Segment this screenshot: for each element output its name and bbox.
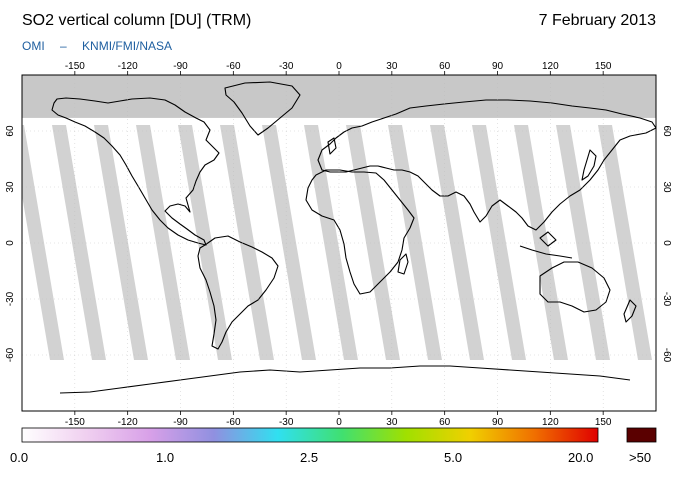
lon-tick-label: 150 [595, 61, 612, 72]
coast-south-america [197, 235, 279, 350]
lat-tick-label: -30 [5, 291, 16, 306]
orbit-swath [136, 125, 190, 360]
lat-tick-label: -60 [5, 347, 16, 362]
orbit-swath [262, 125, 316, 360]
longitude-ticks-top: -150 -120 -90 -60 -30 0 30 60 90 120 150 [65, 61, 612, 75]
lat-tick-label: 30 [5, 181, 16, 193]
lat-tick-label: -60 [661, 348, 672, 363]
orbit-swath [556, 125, 610, 360]
colorbar-label: 20.0 [568, 450, 594, 465]
lon-tick-label: -90 [173, 61, 188, 72]
orbit-swaths [22, 125, 652, 360]
lat-lon-grid [22, 75, 656, 411]
colorbar-label: 2.5 [300, 450, 319, 465]
credit-instrument: OMI [22, 39, 45, 53]
coast-new-zealand [623, 299, 637, 323]
latitude-ticks-left: 60 30 0 -30 -60 [5, 125, 16, 362]
colorbar-gradient [21, 427, 599, 443]
lon-tick-label: 120 [542, 417, 559, 428]
map-date: 7 February 2013 [538, 12, 656, 29]
lon-tick-label: -120 [118, 61, 138, 72]
lon-tick-label: -120 [118, 417, 138, 428]
orbit-swath [94, 125, 148, 360]
orbit-swath [22, 125, 64, 360]
orbit-swath [514, 125, 568, 360]
map-title: SO2 vertical column [DU] (TRM) [22, 12, 252, 29]
orbit-swath [388, 125, 442, 360]
lat-tick-label: 0 [661, 240, 672, 246]
lon-tick-label: 0 [336, 417, 342, 428]
latitude-ticks-right: 60 30 0 -30 -60 [661, 125, 672, 362]
lon-tick-label: -90 [173, 417, 188, 428]
lon-tick-label: -150 [65, 61, 85, 72]
coast-north-america [51, 97, 220, 246]
lon-tick-label: 90 [492, 61, 504, 72]
lon-tick-label: 0 [336, 61, 342, 72]
lat-tick-label: 60 [661, 125, 672, 137]
colorbar-label: 0.0 [10, 450, 29, 465]
lon-tick-label: -60 [226, 61, 241, 72]
lon-tick-label: 120 [542, 61, 559, 72]
coastlines [51, 81, 656, 394]
orbit-swath [598, 125, 652, 360]
coast-indonesia [519, 231, 573, 259]
lon-tick-label: -150 [65, 417, 85, 428]
colorbar-overflow-label: >50 [629, 450, 652, 465]
lat-tick-label: 30 [661, 181, 672, 193]
coast-madagascar [397, 253, 409, 275]
orbit-swath [52, 125, 106, 360]
lon-tick-label: 30 [386, 417, 398, 428]
coast-australia [539, 261, 611, 313]
coast-antarctica [59, 365, 631, 394]
orbit-swath [304, 125, 358, 360]
polar-night-no-data [22, 75, 656, 118]
lon-tick-label: -30 [279, 61, 294, 72]
lat-tick-label: -30 [661, 292, 672, 307]
lat-tick-label: 0 [5, 240, 16, 246]
orbit-swath [430, 125, 484, 360]
colorbar [21, 427, 657, 443]
map-area [22, 75, 656, 411]
credit-line: OMI – KNMI/FMI/NASA [22, 39, 184, 53]
colorbar-overflow-swatch [626, 427, 657, 443]
longitude-ticks-bottom: -150 -120 -90 -60 -30 0 30 60 90 120 150 [65, 411, 612, 428]
coast-europe-asia [317, 99, 656, 231]
lat-tick-label: 60 [5, 125, 16, 137]
lon-tick-label: 60 [439, 61, 451, 72]
colorbar-label: 1.0 [156, 450, 175, 465]
colorbar-label: 5.0 [444, 450, 463, 465]
lon-tick-label: 150 [595, 417, 612, 428]
coast-japan [581, 149, 597, 181]
lon-tick-label: 60 [439, 417, 451, 428]
orbit-swath [346, 125, 400, 360]
credit-agencies: KNMI/FMI/NASA [82, 39, 173, 53]
coast-africa [305, 169, 415, 295]
coast-greenland [224, 81, 301, 136]
lon-tick-label: -30 [279, 417, 294, 428]
lon-tick-label: 30 [386, 61, 398, 72]
lon-tick-label: 90 [492, 417, 504, 428]
orbit-swath [472, 125, 526, 360]
coast-uk [327, 137, 337, 155]
credit-separator: – [60, 39, 67, 53]
lon-tick-label: -60 [226, 417, 241, 428]
